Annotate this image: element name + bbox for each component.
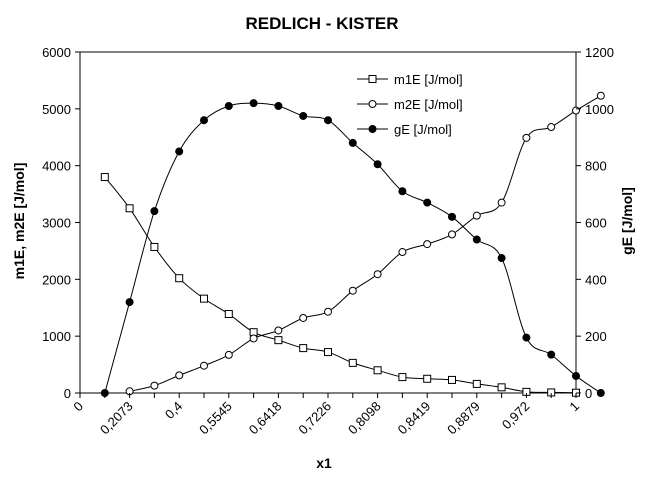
- data-point-series-0: [274, 336, 283, 345]
- legend-label-1: m2E [J/mol]: [394, 97, 463, 112]
- data-point-series-0: [472, 379, 481, 388]
- data-point-series-0: [299, 344, 308, 353]
- plot-border: [79, 51, 577, 394]
- data-point-series-0: [348, 358, 357, 367]
- y-right-tick-label: 600: [585, 216, 607, 231]
- legend-marker-1: [368, 100, 377, 108]
- data-point-series-2: [497, 254, 506, 263]
- y-left-tick-label: 2000: [42, 272, 71, 287]
- data-point-series-1: [200, 361, 208, 370]
- data-point-series-1: [596, 91, 605, 100]
- data-point-series-2: [572, 371, 580, 380]
- y-right-tick-label: 200: [585, 329, 607, 344]
- data-point-series-2: [200, 116, 208, 125]
- data-point-series-2: [398, 187, 407, 196]
- data-point-series-2: [224, 101, 233, 110]
- data-point-series-2: [324, 116, 332, 125]
- axes-ticks: 0100020003000400050006000020040060080010…: [42, 45, 614, 437]
- data-point-series-0: [398, 373, 407, 382]
- x-tick-label: 0,972: [499, 399, 533, 433]
- data-point-series-1: [299, 313, 308, 322]
- data-point-series-0: [423, 374, 432, 383]
- data-point-series-0: [200, 294, 208, 303]
- data-point-series-2: [472, 235, 481, 244]
- y-left-tick-label: 1000: [42, 329, 71, 344]
- data-point-series-1: [547, 123, 556, 132]
- x-tick-label: 0,8419: [395, 399, 434, 438]
- plot-area: [79, 51, 577, 394]
- legend-label-2: gE [J/mol]: [394, 122, 452, 137]
- data-point-series-1: [373, 270, 382, 279]
- series-line-1: [129, 95, 602, 392]
- y-left-tick-label: 6000: [42, 45, 71, 60]
- data-point-series-1: [224, 350, 233, 359]
- data-point-series-2: [249, 99, 258, 108]
- data-point-series-0: [224, 310, 233, 319]
- data-point-series-2: [373, 160, 382, 169]
- legend-label-0: m1E [J/mol]: [394, 72, 463, 87]
- data-point-series-2: [348, 138, 357, 147]
- y-axis-right-label: gE [J/mol]: [619, 187, 635, 255]
- y-left-tick-label: 4000: [42, 159, 71, 174]
- x-tick-label: 0,4: [162, 399, 185, 422]
- data-point-series-2: [448, 212, 456, 221]
- data-point-series-0: [125, 204, 134, 213]
- data-point-series-2: [423, 198, 432, 207]
- data-point-series-1: [423, 240, 432, 249]
- data-point-series-1: [472, 211, 481, 220]
- x-tick-label: 0: [70, 399, 86, 415]
- y-right-tick-label: 800: [585, 159, 607, 174]
- data-point-series-1: [522, 133, 531, 142]
- y-right-tick-label: 0: [585, 386, 592, 401]
- x-tick-label: 0,2073: [97, 399, 136, 438]
- x-axis-label: x1: [316, 455, 332, 471]
- data-point-series-2: [522, 333, 531, 342]
- data-point-series-0: [497, 383, 506, 392]
- x-tick-label: 0,5545: [196, 399, 235, 438]
- data-point-series-1: [572, 106, 580, 115]
- y-right-tick-label: 400: [585, 272, 607, 287]
- y-right-tick-label: 1200: [585, 45, 614, 60]
- data-point-series-1: [398, 248, 407, 257]
- x-tick-label: 0,8098: [345, 399, 384, 438]
- data-point-series-1: [497, 198, 506, 207]
- x-tick-label: 0,7226: [295, 399, 334, 438]
- data-point-series-2: [274, 101, 283, 110]
- data-point-series-2: [150, 207, 159, 216]
- chart-title: REDLICH - KISTER: [246, 14, 399, 33]
- markers-group: [100, 91, 605, 397]
- data-point-series-0: [175, 274, 184, 283]
- data-point-series-2: [175, 147, 184, 156]
- y-left-tick-label: 5000: [42, 102, 71, 117]
- data-point-series-0: [448, 375, 456, 384]
- data-point-series-1: [348, 286, 357, 295]
- data-point-series-0: [150, 242, 159, 251]
- legend-marker-2: [368, 125, 377, 133]
- x-tick-label: 0,6418: [246, 399, 285, 438]
- x-tick-label: 1: [566, 399, 582, 415]
- data-point-series-2: [596, 389, 605, 397]
- x-tick-label: 0,8879: [444, 399, 483, 438]
- data-point-series-2: [125, 298, 134, 307]
- data-point-series-0: [100, 173, 109, 182]
- data-point-series-0: [324, 348, 332, 357]
- data-point-series-2: [299, 111, 308, 120]
- data-point-series-1: [324, 307, 332, 316]
- y-axis-left-label: m1E, m2E [J/mol]: [11, 163, 27, 280]
- data-point-series-0: [373, 366, 382, 375]
- y-left-tick-label: 0: [64, 386, 71, 401]
- data-point-series-1: [274, 326, 283, 335]
- legend-marker-0: [368, 75, 377, 83]
- series-line-0: [104, 176, 577, 394]
- legend: m1E [J/mol] m2E [J/mol] gE [J/mol]: [357, 72, 463, 137]
- data-point-series-1: [150, 381, 159, 390]
- data-point-series-2: [547, 350, 556, 359]
- data-point-series-1: [249, 334, 258, 343]
- y-right-tick-label: 1000: [585, 102, 614, 117]
- y-left-tick-label: 3000: [42, 216, 71, 231]
- data-point-series-1: [175, 371, 184, 380]
- data-point-series-1: [448, 230, 456, 239]
